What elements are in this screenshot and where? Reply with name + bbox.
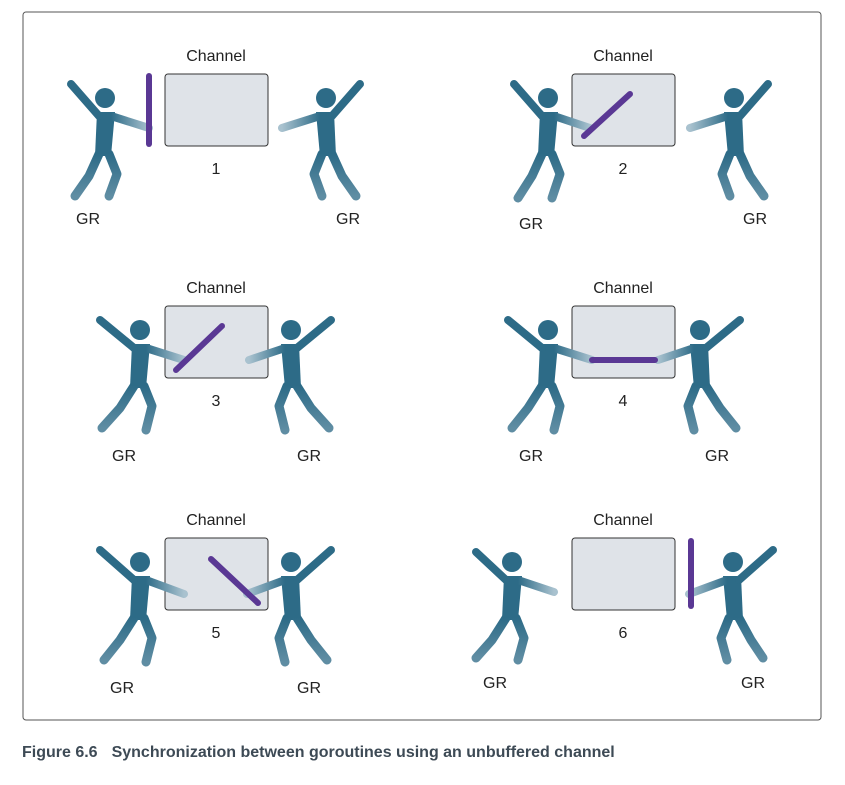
step-number: 3 (212, 393, 221, 410)
figure-number: Figure 6.6 (22, 744, 98, 761)
panel-3: Channel 3 GR GR (96, 280, 335, 465)
goroutine-label-right: GR (705, 448, 729, 465)
channel-label: Channel (186, 280, 246, 297)
goroutine-label-right: GR (297, 448, 321, 465)
channel-box (571, 73, 676, 147)
panel-4: Channel 4 GR GR (504, 280, 744, 465)
goroutine-figure-right (278, 80, 364, 201)
data-stick (581, 91, 633, 139)
panel-6: Channel 6 GR GR (471, 512, 777, 692)
goroutine-figure-right (685, 546, 777, 665)
step-number: 6 (619, 625, 628, 642)
step-number: 1 (212, 161, 221, 178)
channel-box (571, 305, 676, 379)
channel-box (164, 73, 269, 147)
goroutine-figure-right (245, 316, 335, 435)
channel-box (571, 537, 676, 611)
step-number: 2 (619, 161, 628, 178)
goroutine-figure-left (471, 548, 558, 665)
goroutine-label-left: GR (519, 448, 543, 465)
step-number: 5 (212, 625, 221, 642)
data-stick (208, 556, 261, 606)
channel-label: Channel (186, 512, 246, 529)
panel-2: Channel 2 GR GR (510, 48, 772, 233)
goroutine-label-right: GR (297, 680, 321, 697)
goroutine-label-left: GR (110, 680, 134, 697)
goroutine-label-left: GR (112, 448, 136, 465)
channel-label: Channel (593, 280, 653, 297)
goroutine-figure-left (510, 80, 594, 203)
goroutine-figure-left (96, 316, 188, 435)
goroutine-figure-right (654, 316, 744, 435)
figure-caption: Figure 6.6 Synchronization between gorout… (22, 744, 615, 762)
goroutine-label-right: GR (741, 675, 765, 692)
data-stick (173, 323, 225, 373)
goroutine-label-right: GR (336, 211, 360, 228)
figure-caption-text: Synchronization between goroutines using… (111, 744, 615, 761)
goroutine-figure-left (67, 80, 153, 201)
panel-5: Channel 5 GR GR (96, 512, 335, 697)
channel-label: Channel (593, 512, 653, 529)
panel-1: Channel 1 GR GR (67, 48, 364, 228)
goroutine-label-left: GR (76, 211, 100, 228)
channel-label: Channel (186, 48, 246, 65)
goroutine-label-right: GR (743, 211, 767, 228)
goroutine-label-left: GR (483, 675, 507, 692)
goroutine-label-left: GR (519, 216, 543, 233)
step-number: 4 (619, 393, 628, 410)
channel-label: Channel (593, 48, 653, 65)
goroutine-figure-right (686, 80, 772, 201)
goroutine-figure-right (243, 546, 335, 667)
goroutine-figure-left (504, 316, 596, 435)
goroutine-figure-left (96, 546, 188, 667)
